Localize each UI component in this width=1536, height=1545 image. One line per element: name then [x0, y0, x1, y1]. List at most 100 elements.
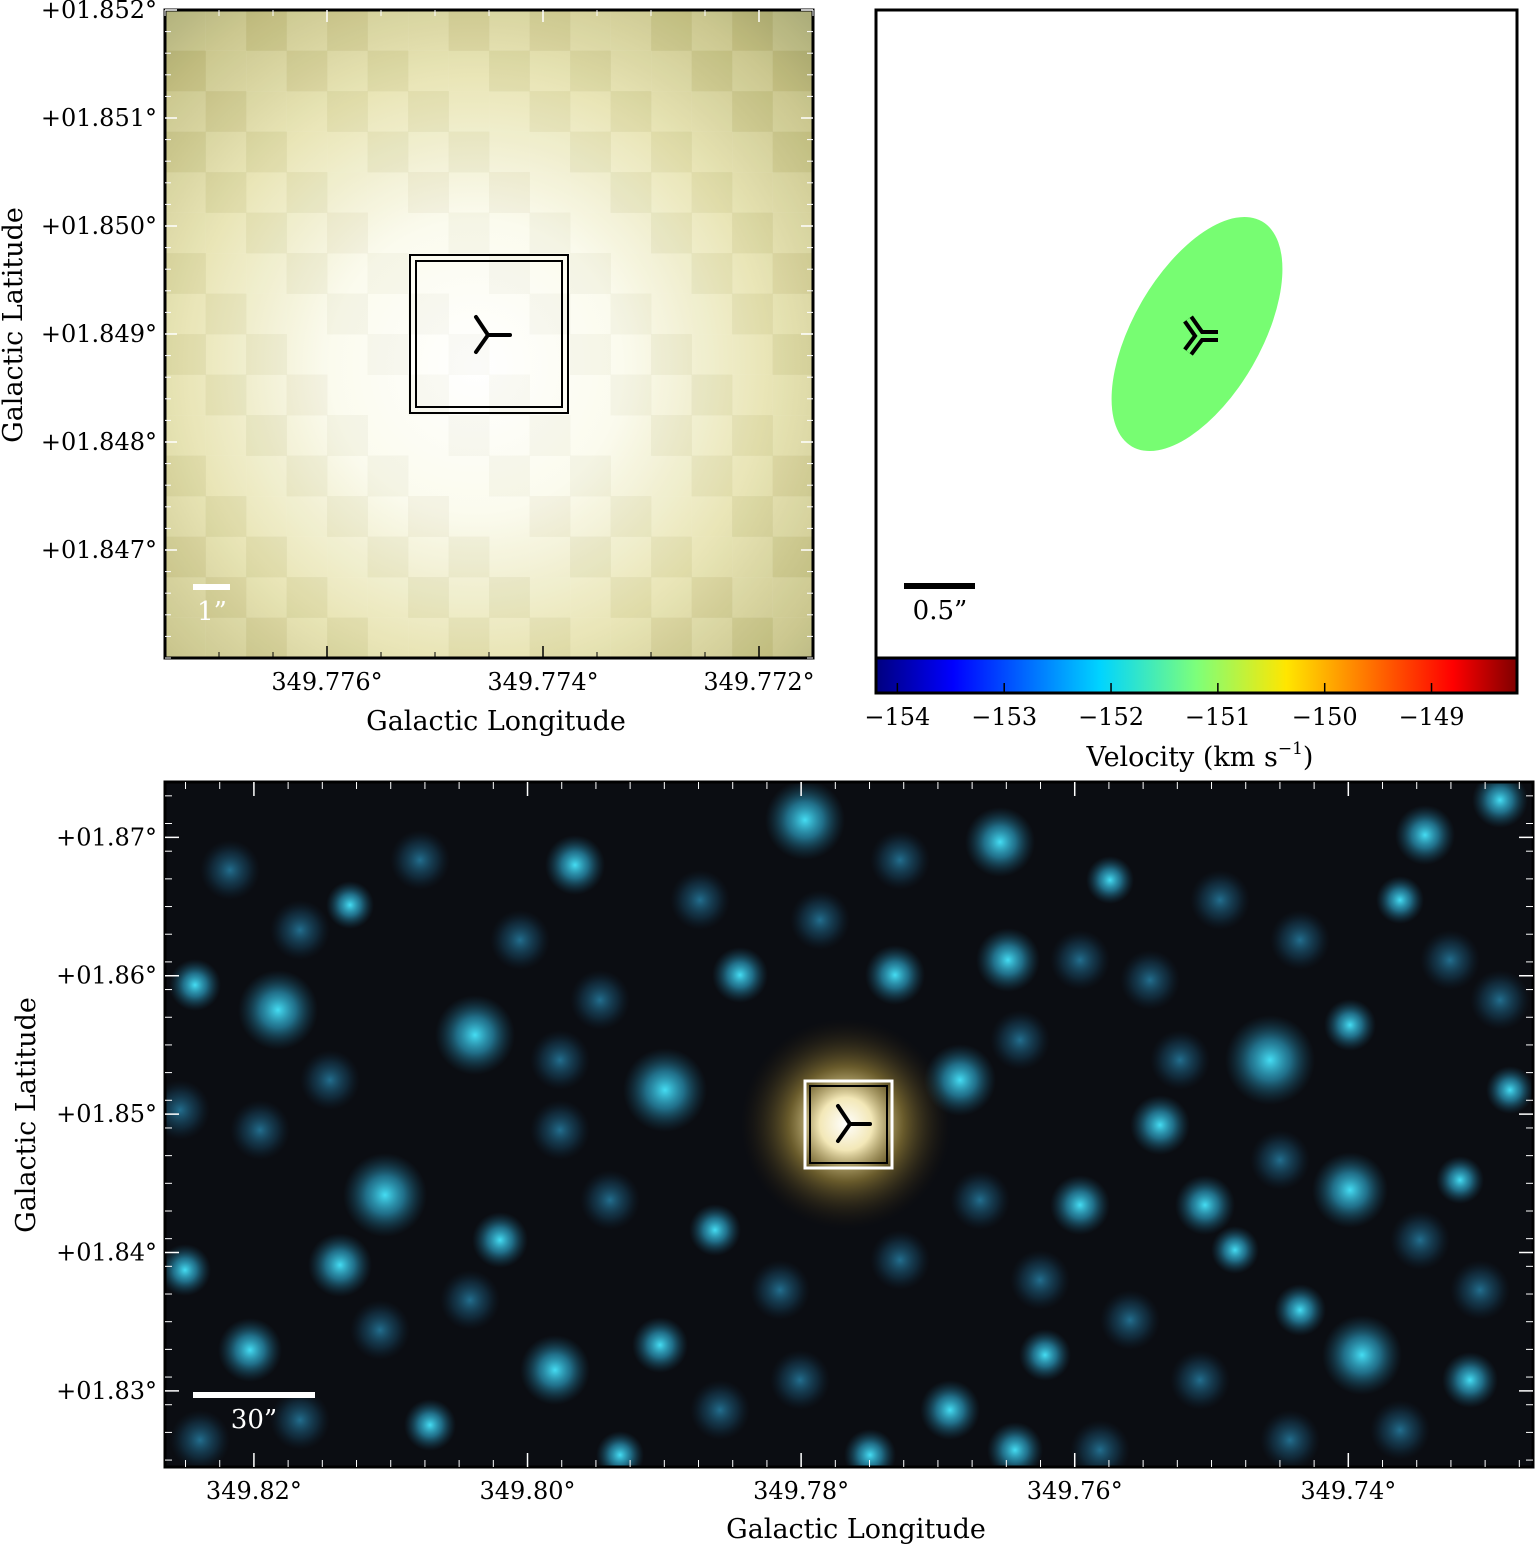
bright-star — [238, 970, 318, 1050]
top-left-pixel — [772, 536, 813, 578]
top-left-pixel — [367, 577, 409, 618]
faint-star — [200, 840, 260, 900]
x-tick-label: 349.74° — [1300, 1477, 1396, 1505]
top-left-pixel — [651, 334, 692, 375]
top-left-pixel — [165, 334, 206, 375]
top-left-pixel — [408, 617, 449, 658]
top-left-pixel — [205, 10, 247, 51]
bright-star — [1175, 1175, 1235, 1235]
top-left-pixel — [286, 536, 328, 578]
top-left-pixel — [529, 293, 571, 335]
top-left-source-box-inner — [415, 260, 563, 408]
faint-star — [1120, 950, 1180, 1010]
bright-star — [1312, 1152, 1388, 1228]
colorbar — [874, 656, 1519, 695]
top-left-pixel — [165, 172, 206, 213]
bottom-y-tick-labels: +01.87° +01.86° +01.85° +01.84° +01.83° — [56, 823, 157, 1405]
colorbar-tick-label: −154 — [864, 703, 930, 731]
top-left-pixel — [367, 536, 409, 578]
bright-star — [844, 1429, 896, 1467]
bottom-y-axis-title: Galactic Latitude — [11, 997, 42, 1233]
top-left-pixel — [529, 212, 571, 254]
top-left-pixel — [205, 415, 247, 456]
top-left-pixel — [205, 496, 247, 537]
bright-star — [1486, 1066, 1533, 1114]
top-left-pixel — [651, 91, 692, 132]
top-left-pixel — [327, 455, 368, 497]
top-left-pixel — [165, 253, 206, 294]
top-left-pixel — [691, 617, 733, 658]
top-left-pixel — [651, 253, 692, 294]
top-left-pixel — [489, 334, 530, 375]
top-left-pixel — [651, 536, 692, 578]
bottom-source-marker — [836, 1104, 872, 1143]
top-left-source-box-outer — [409, 254, 569, 414]
top-left-pixel — [529, 617, 571, 658]
top-left-pixel — [529, 172, 571, 213]
top-left-pixel — [732, 212, 773, 254]
top-left-pixel — [529, 415, 571, 456]
bottom-panel: 349.82° 349.80° 349.78° 349.76° 349.74° +01.… — [11, 780, 1535, 1545]
top-left-pixel — [408, 375, 449, 416]
top-left-pixel — [489, 496, 530, 537]
x-tick-label: 349.774° — [487, 668, 598, 696]
top-left-pixel — [570, 455, 611, 497]
top-left-pixel — [327, 293, 368, 335]
top-left-pixel — [286, 50, 328, 92]
bright-star — [712, 947, 768, 1003]
faint-star — [270, 900, 330, 960]
y-tick-label: +01.87° — [56, 823, 157, 851]
top-left-scale-bar-label: 1” — [197, 597, 227, 627]
top-left-pixel — [408, 496, 449, 537]
y-tick-label: +01.851° — [41, 104, 157, 132]
top-left-pixel — [772, 253, 813, 294]
top-left-pixel — [530, 375, 571, 416]
bright-star — [404, 1399, 456, 1451]
top-left-pixel — [327, 415, 368, 456]
top-left-pixel — [165, 496, 206, 537]
y-tick-label: +01.852° — [41, 0, 157, 24]
top-left-pixel — [246, 415, 287, 456]
bright-star — [1376, 876, 1424, 924]
top-left-pixel — [732, 293, 773, 335]
top-left-pixel — [408, 415, 449, 456]
faint-star — [1270, 910, 1330, 970]
bright-star — [1086, 856, 1134, 904]
faint-star — [1010, 1250, 1070, 1310]
top-left-pixel — [449, 375, 490, 416]
top-left-pixel — [732, 536, 773, 578]
top-left-pixel — [448, 50, 490, 92]
top-left-pixel — [570, 91, 611, 132]
top-left-pixel — [448, 10, 490, 51]
top-left-pixel — [165, 50, 206, 92]
top-left-pixel — [367, 455, 409, 497]
top-left-pixel — [408, 455, 449, 497]
top-left-pixel — [448, 172, 490, 213]
top-left-pixel — [165, 91, 206, 132]
top-left-pixel — [529, 496, 571, 537]
bright-star — [218, 1318, 282, 1382]
top-left-pixel — [448, 131, 490, 173]
top-left-pixel — [286, 172, 328, 213]
top-left-pixel — [408, 172, 449, 213]
top-left-pixel — [691, 253, 733, 294]
top-left-pixel — [732, 10, 773, 51]
top-right-panel: 0.5” −154 −153 −152 −151 −150 −149 Velocity (… — [864, 8, 1519, 773]
top-right-source-marker — [1183, 315, 1218, 356]
top-left-pixel — [286, 577, 328, 618]
top-left-pixel — [570, 172, 611, 213]
top-left-pixel — [408, 50, 449, 92]
top-left-pixel — [246, 91, 287, 132]
bright-star — [1019, 1329, 1071, 1381]
top-left-pixel — [610, 253, 652, 294]
top-left-pixel — [327, 334, 368, 375]
top-left-pixel — [286, 334, 328, 375]
top-left-pixel — [772, 91, 813, 132]
top-left-pixel — [691, 131, 733, 173]
top-left-pixel — [489, 536, 530, 578]
top-left-pixel — [286, 131, 328, 173]
top-left-pixel — [691, 172, 733, 213]
colorbar-title: Velocity (km s−1) — [1086, 739, 1314, 773]
top-left-pixel — [772, 496, 813, 537]
bottom-x-tick-labels: 349.82° 349.80° 349.78° 349.76° 349.74° — [206, 1477, 1396, 1505]
